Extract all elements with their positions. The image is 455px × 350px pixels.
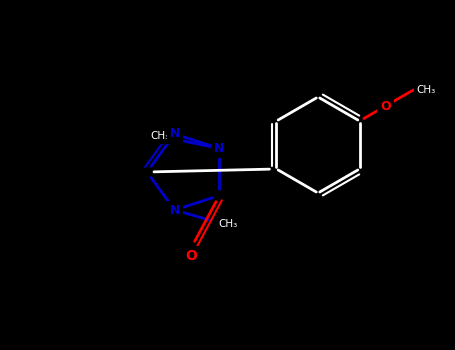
Text: O: O xyxy=(380,99,391,112)
Text: N: N xyxy=(169,127,180,140)
Text: O: O xyxy=(186,248,197,262)
Text: CH₃: CH₃ xyxy=(219,219,238,229)
Text: CH₃: CH₃ xyxy=(150,132,169,141)
Text: CH₃: CH₃ xyxy=(416,85,435,95)
Text: N: N xyxy=(214,142,225,155)
Text: N: N xyxy=(169,204,180,217)
